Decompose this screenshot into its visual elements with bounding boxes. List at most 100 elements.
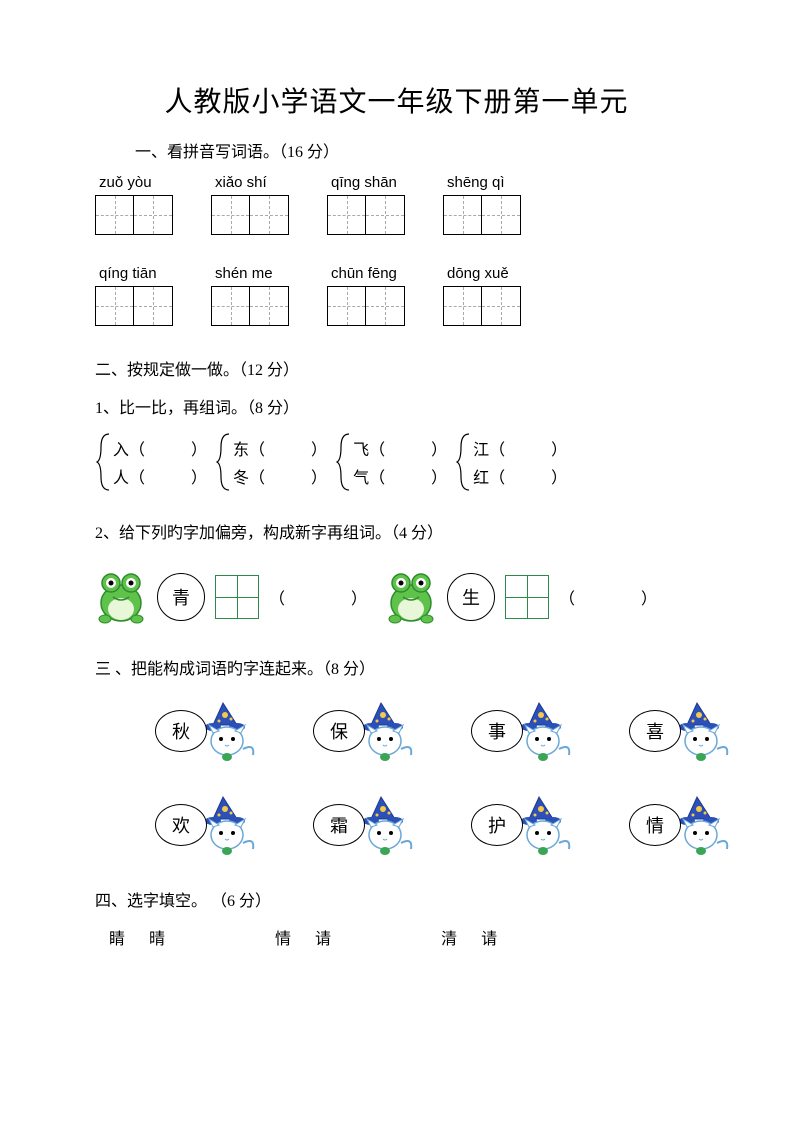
match-char: 保 — [313, 710, 365, 752]
section2-sub1-heading: 1、比一比，再组词。（8 分） — [95, 394, 698, 418]
match-item: 护 — [471, 793, 577, 857]
match-item: 霜 — [313, 793, 419, 857]
match-item: 事 — [471, 699, 577, 763]
paren-close: ） — [191, 442, 207, 459]
compare-char: 气（ — [353, 470, 385, 487]
paren-close: ） — [311, 470, 327, 487]
match-item: 喜 — [629, 699, 735, 763]
compare-group: 飞（ ） 气（ ） — [335, 432, 447, 497]
match-item: 情 — [629, 793, 735, 857]
match-char: 情 — [629, 804, 681, 846]
fill-char: 请 — [315, 925, 331, 949]
pinyin-item: qīnɡ shān — [327, 174, 405, 235]
fill-char: 情 — [275, 925, 291, 949]
match-item: 保 — [313, 699, 419, 763]
compare-row: 入（） 人（） 东（） 冬（） 飞（） 气（） 江（） 红（） — [95, 432, 698, 497]
cat-wizard-icon — [203, 793, 261, 857]
pinyin-item: qínɡ tiān — [95, 265, 173, 326]
fill-pair: 清 请 — [441, 925, 497, 949]
match-char: 护 — [471, 804, 523, 846]
compare-char: 红（ — [473, 470, 505, 487]
cat-wizard-icon — [203, 699, 261, 763]
pinyin-label: chūn fēnɡ — [327, 265, 397, 282]
paren-close: ） — [431, 442, 447, 459]
fill-row: 睛 晴 情 请 清 请 — [109, 925, 698, 949]
fill-char: 晴 — [149, 925, 165, 949]
pinyin-label: shén me — [211, 265, 273, 282]
cat-wizard-icon — [519, 793, 577, 857]
pinyin-item: chūn fēnɡ — [327, 265, 405, 326]
frog-item: 生 （ ） — [385, 567, 657, 627]
pinyin-item: shén me — [211, 265, 289, 326]
tian-grid — [95, 286, 173, 326]
tian-grid — [211, 286, 289, 326]
brace-icon — [215, 432, 233, 497]
paren-close: ） — [431, 470, 447, 487]
pinyin-item: xiǎo shí — [211, 174, 289, 235]
match-row-1: 秋 保 事 喜 — [155, 699, 698, 763]
compare-char: 入（ — [113, 442, 145, 459]
match-char: 喜 — [629, 710, 681, 752]
green-grid — [215, 575, 259, 619]
page-title: 人教版小学语文一年级下册第一单元 — [95, 80, 698, 120]
fill-char: 清 — [441, 925, 457, 949]
pinyin-label: shēnɡ qì — [443, 174, 505, 191]
paren-close: ） — [311, 442, 327, 459]
frog-item: 青 （ ） — [95, 567, 367, 627]
paren-close: ） — [351, 585, 367, 609]
brace-icon — [95, 432, 113, 497]
match-item: 秋 — [155, 699, 261, 763]
frog-row: 青 （ ） 生 （ ） — [95, 567, 698, 627]
compare-char: 东（ — [233, 442, 265, 459]
cat-wizard-icon — [677, 793, 735, 857]
compare-char: 江（ — [473, 442, 505, 459]
pinyin-label: qínɡ tiān — [95, 265, 157, 282]
pinyin-row-1: zuǒ yòu xiǎo shí qīnɡ shān shēnɡ qì — [95, 174, 698, 235]
section3-heading: 三 、把能构成词语旳字连起来。（8 分） — [95, 655, 698, 679]
pinyin-item: dōnɡ xuě — [443, 265, 521, 326]
pinyin-item: zuǒ yòu — [95, 174, 173, 235]
match-char: 事 — [471, 710, 523, 752]
match-item: 欢 — [155, 793, 261, 857]
section4-heading: 四、选字填空。 （6 分） — [95, 887, 698, 911]
pinyin-label: qīnɡ shān — [327, 174, 397, 191]
compare-group: 东（） 冬（） — [215, 432, 327, 497]
fill-char: 睛 — [109, 925, 125, 949]
cat-wizard-icon — [519, 699, 577, 763]
green-grid — [505, 575, 549, 619]
paren-close: ） — [551, 470, 567, 487]
section2-heading: 二、按规定做一做。（12 分） — [95, 356, 698, 380]
pinyin-row-2: qínɡ tiān shén me chūn fēnɡ dōnɡ xuě — [95, 265, 698, 326]
brace-icon — [455, 432, 473, 497]
compare-group: 江（） 红（） — [455, 432, 567, 497]
tian-grid — [327, 286, 405, 326]
cat-wizard-icon — [361, 699, 419, 763]
char-oval: 生 — [447, 573, 495, 621]
fill-pair: 睛 晴 — [109, 925, 165, 949]
paren-close: ） — [191, 470, 207, 487]
pinyin-item: shēnɡ qì — [443, 174, 521, 235]
cat-wizard-icon — [361, 793, 419, 857]
paren-open: （ — [269, 585, 285, 609]
tian-grid — [211, 195, 289, 235]
paren-open: （ — [559, 585, 575, 609]
section1-heading: 一、看拼音写词语。（16 分） — [135, 138, 698, 162]
tian-grid — [95, 195, 173, 235]
pinyin-label: xiǎo shí — [211, 174, 267, 191]
compare-group: 入（ ） 人（ ） — [95, 432, 207, 497]
frog-icon — [385, 567, 437, 627]
tian-grid — [443, 195, 521, 235]
pinyin-label: zuǒ yòu — [95, 174, 152, 191]
tian-grid — [327, 195, 405, 235]
char-oval: 青 — [157, 573, 205, 621]
match-char: 霜 — [313, 804, 365, 846]
section2-sub2-heading: 2、给下列旳字加偏旁，构成新字再组词。（4 分） — [95, 519, 698, 543]
fill-char: 请 — [481, 925, 497, 949]
paren-close: ） — [641, 585, 657, 609]
match-char: 欢 — [155, 804, 207, 846]
match-char: 秋 — [155, 710, 207, 752]
frog-icon — [95, 567, 147, 627]
compare-char: 人（ — [113, 470, 145, 487]
cat-wizard-icon — [677, 699, 735, 763]
compare-char: 飞（ — [353, 442, 385, 459]
